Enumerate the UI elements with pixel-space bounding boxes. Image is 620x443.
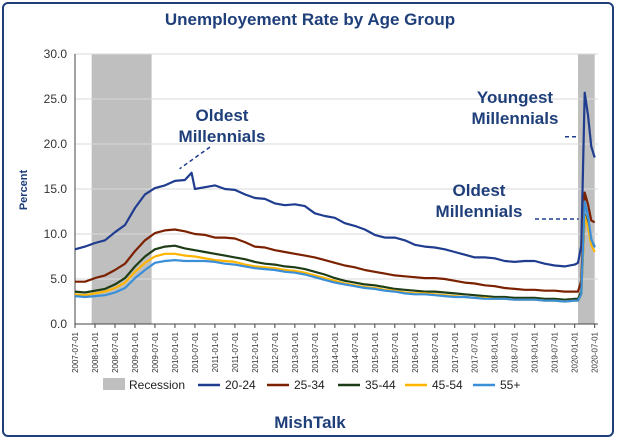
legend-label-55+: 55+	[500, 378, 520, 392]
x-tick-label: 2008-01-01	[91, 331, 100, 372]
x-tick-label: 2018-01-01	[491, 331, 500, 372]
x-tick-label: 2013-07-01	[311, 331, 320, 372]
x-tick-label: 2019-01-01	[531, 331, 540, 372]
series-line-20-24	[74, 91, 596, 268]
x-tick-label: 2011-01-01	[211, 331, 220, 372]
x-tick-label: 2012-01-01	[251, 331, 260, 372]
axes: 0.0 5.0 10.0 15.0 20.0 25.0 30.0 2007-07-01 2008…	[44, 47, 600, 373]
legend-label-35-44: 35-44	[365, 378, 396, 392]
legend-label-45-54: 45-54	[432, 378, 463, 392]
chart-title: Unemployement Rate by Age Group	[164, 10, 456, 29]
y-tick-label: 5.0	[50, 272, 67, 286]
annotation-oldest-2010-line-1: Millennials	[179, 127, 266, 146]
x-tick-label: 2020-07-01	[591, 331, 600, 372]
x-tick-label: 2020-01-01	[571, 331, 580, 372]
y-tick-label: 15.0	[44, 182, 68, 196]
x-tick-label: 2010-01-01	[171, 331, 180, 372]
y-tick-label: 20.0	[44, 137, 68, 151]
x-tick-label: 2017-07-01	[471, 331, 480, 372]
annotation-oldest-2020-line-0: Oldest	[453, 181, 506, 200]
legend-label-20-24: 20-24	[225, 378, 256, 392]
y-tick-label: 30.0	[44, 47, 68, 61]
annotation-youngest-2020-line-0: Youngest	[477, 88, 554, 107]
x-tick-label: 2013-01-01	[291, 331, 300, 372]
x-tick-label: 2014-01-01	[331, 331, 340, 372]
x-tick-label: 2012-07-01	[271, 331, 280, 372]
annotation-oldest-2010-line-0: Oldest	[196, 106, 249, 125]
x-tick-label: 2014-07-01	[351, 331, 360, 372]
annotation-oldest-2020-line-1: Millennials	[436, 202, 523, 221]
x-tick-label: 2009-01-01	[131, 331, 140, 372]
x-tick-label: 2019-07-01	[551, 331, 560, 372]
annotation-arrow-oldest-2010	[179, 146, 211, 170]
x-tick-label: 2017-01-01	[451, 331, 460, 372]
x-tick-label: 2016-07-01	[431, 331, 440, 372]
annotation-youngest-2020-line-1: Millennials	[472, 109, 559, 128]
legend-swatch-recession	[103, 378, 125, 390]
legend: Recession 20-24 25-34 35-44 45-54 55+	[103, 378, 520, 392]
y-tick-label: 0.0	[50, 317, 67, 331]
y-tick-label: 25.0	[44, 92, 68, 106]
series-line-55+	[74, 200, 596, 303]
x-tick-label: 2007-07-01	[71, 331, 80, 372]
x-tick-label: 2016-01-01	[411, 331, 420, 372]
x-tick-label: 2010-07-01	[191, 331, 200, 372]
y-axis-label: Percent	[18, 169, 30, 210]
series-line-25-34	[75, 191, 596, 293]
x-tick-label: 2018-07-01	[511, 331, 520, 372]
footer-brand: MishTalk	[274, 413, 346, 432]
x-tick-label: 2015-07-01	[391, 331, 400, 372]
x-tick-label: 2009-07-01	[151, 331, 160, 372]
x-tick-label: 2015-01-01	[371, 331, 380, 372]
annotations: Oldest Millennials Youngest Millennials Olde…	[179, 88, 579, 221]
y-tick-label: 10.0	[44, 227, 68, 241]
x-tick-label: 2008-07-01	[111, 331, 120, 372]
legend-label-recession: Recession	[129, 378, 185, 392]
legend-label-25-34: 25-34	[294, 378, 325, 392]
series-line-35-44	[74, 213, 596, 301]
x-tick-label: 2011-07-01	[231, 331, 240, 372]
series-lines	[74, 91, 596, 303]
